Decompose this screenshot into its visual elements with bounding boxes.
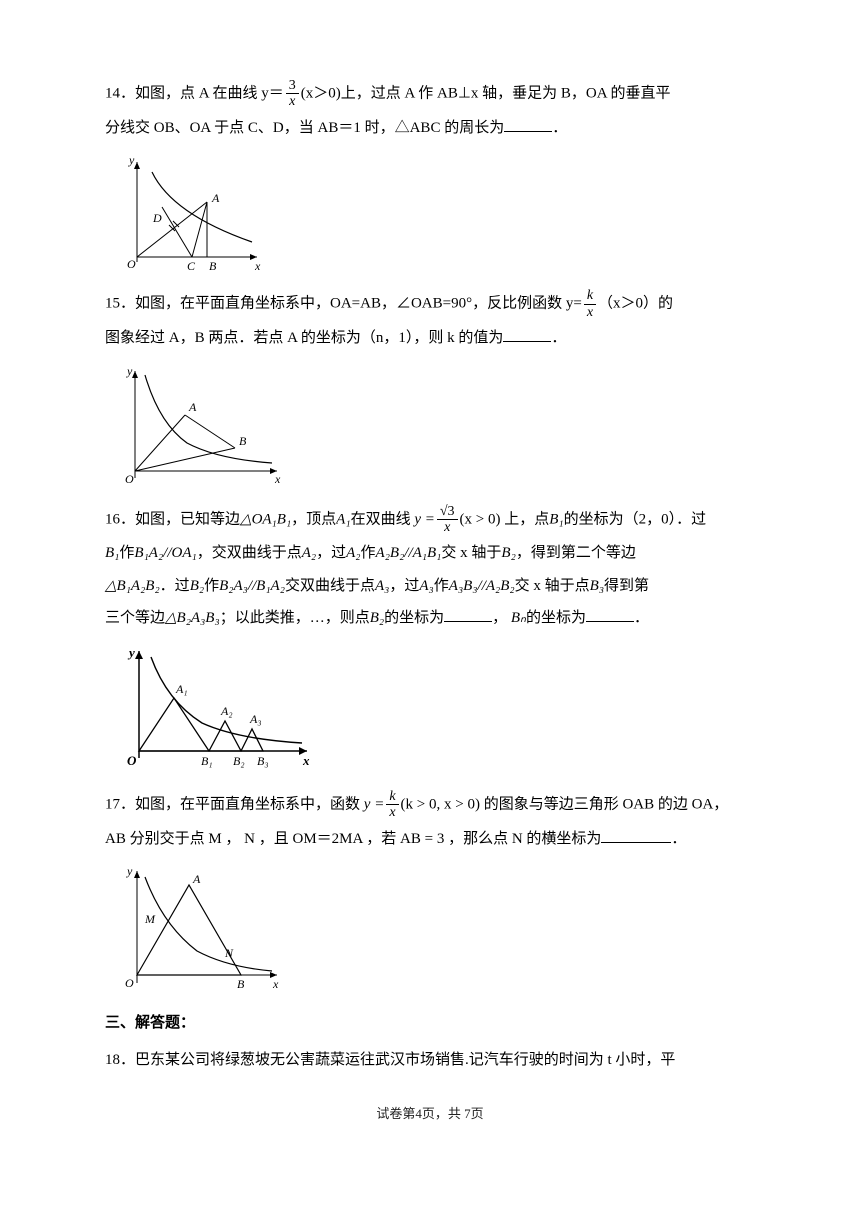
svg-text:y: y bbox=[126, 364, 133, 378]
fraction-k-over-x: kx bbox=[584, 288, 596, 320]
blank-input[interactable] bbox=[444, 607, 492, 622]
q15-num: 15． bbox=[105, 296, 135, 312]
q17-svg: y x O A B M N bbox=[117, 863, 287, 993]
svg-text:B₁: B₁ bbox=[201, 754, 213, 768]
q18-line1: 18．巴东某公司将绿葱坡无公害蔬菜运往武汉市场销售.记汽车行驶的时间为 t 小时… bbox=[105, 1046, 755, 1075]
blank-input[interactable] bbox=[504, 117, 552, 132]
q14-line2: 分线交 OB、OA 于点 C、D，当 AB＝1 时，△ABC 的周长为． bbox=[105, 114, 755, 143]
svg-text:O: O bbox=[127, 753, 137, 768]
svg-text:A: A bbox=[211, 191, 220, 205]
question-16: 16．如图，已知等边△OA₁B₁，顶点A₁在双曲线 y =√3x(x > 0) … bbox=[105, 504, 755, 773]
q17-line1: 17．如图，在平面直角坐标系中，函数 y =kx(k > 0, x > 0) 的… bbox=[105, 789, 755, 821]
blank-input[interactable] bbox=[503, 327, 551, 342]
svg-text:y: y bbox=[126, 864, 133, 878]
fraction-sqrt3-over-x: √3x bbox=[437, 504, 458, 536]
question-14: 14．如图，点 A 在曲线 y＝3x(x＞0)上，过点 A 作 AB⊥x 轴，垂… bbox=[105, 78, 755, 272]
q15-line2: 图象经过 A，B 两点．若点 A 的坐标为（n，1），则 k 的值为． bbox=[105, 324, 755, 353]
svg-text:A₁: A₁ bbox=[175, 682, 188, 696]
question-17: 17．如图，在平面直角坐标系中，函数 y =kx(k > 0, x > 0) 的… bbox=[105, 789, 755, 993]
blank-input[interactable] bbox=[601, 828, 671, 843]
blank-input[interactable] bbox=[586, 607, 634, 622]
svg-text:x: x bbox=[274, 472, 281, 486]
q15-figure: y x O A B bbox=[117, 363, 755, 488]
question-15: 15．如图，在平面直角坐标系中，OA=AB，∠OAB=90°，反比例函数 y=k… bbox=[105, 288, 755, 487]
svg-text:A₂: A₂ bbox=[220, 704, 233, 718]
svg-text:A: A bbox=[192, 872, 201, 886]
svg-text:D: D bbox=[152, 211, 162, 225]
question-18: 18．巴东某公司将绿葱坡无公害蔬菜运往武汉市场销售.记汽车行驶的时间为 t 小时… bbox=[105, 1046, 755, 1075]
fraction-3-over-x: 3x bbox=[286, 78, 299, 110]
q14-num: 14． bbox=[105, 85, 135, 101]
q18-num: 18． bbox=[105, 1052, 135, 1068]
q17-line2: AB 分别交于点 M ， N ，且 OM＝2MA ，若 AB = 3 ，那么点 … bbox=[105, 825, 755, 854]
q16-svg: y x O A₁ A₂ A₃ B₁ B₂ B₃ bbox=[117, 643, 317, 773]
svg-text:x: x bbox=[272, 977, 279, 991]
svg-text:N: N bbox=[224, 946, 234, 960]
q14-figure: y x O C B A D bbox=[117, 152, 755, 272]
svg-text:M: M bbox=[144, 912, 156, 926]
svg-text:A₃: A₃ bbox=[249, 712, 262, 726]
svg-text:x: x bbox=[302, 753, 310, 768]
svg-text:B₃: B₃ bbox=[257, 754, 269, 768]
q17-figure: y x O A B M N bbox=[117, 863, 755, 993]
svg-text:O: O bbox=[127, 257, 136, 271]
q14-line1: 14．如图，点 A 在曲线 y＝3x(x＞0)上，过点 A 作 AB⊥x 轴，垂… bbox=[105, 78, 755, 110]
svg-text:B: B bbox=[237, 977, 245, 991]
q15-svg: y x O A B bbox=[117, 363, 287, 488]
svg-text:B₂: B₂ bbox=[233, 754, 245, 768]
q14-svg: y x O C B A D bbox=[117, 152, 267, 272]
svg-text:O: O bbox=[125, 472, 134, 486]
svg-text:y: y bbox=[128, 153, 135, 167]
q16-num: 16． bbox=[105, 511, 135, 527]
q16-line3: △B₁A₂B₂．过B₂作B₂A₃//B₁A₂交双曲线于点A₃，过A₃作A₃B₃/… bbox=[105, 572, 755, 601]
svg-text:O: O bbox=[125, 976, 134, 990]
svg-text:B: B bbox=[239, 434, 247, 448]
q16-line1: 16．如图，已知等边△OA₁B₁，顶点A₁在双曲线 y =√3x(x > 0) … bbox=[105, 504, 755, 536]
page-footer: 试卷第4页，共 7页 bbox=[105, 1102, 755, 1127]
section-3-header: 三、解答题： bbox=[105, 1009, 755, 1038]
q15-line1: 15．如图，在平面直角坐标系中，OA=AB，∠OAB=90°，反比例函数 y=k… bbox=[105, 288, 755, 320]
svg-text:x: x bbox=[254, 259, 261, 272]
q16-line4: 三个等边△B₂A₃B₃；以此类推，…，则点B₂的坐标为， Bₙ的坐标为． bbox=[105, 604, 755, 633]
q16-line2: B₁作B₁A₂//OA₁，交双曲线于点A₂，过A₂作A₂B₂//A₁B₁交 x … bbox=[105, 539, 755, 568]
svg-text:A: A bbox=[188, 400, 197, 414]
q17-num: 17． bbox=[105, 796, 135, 812]
svg-text:B: B bbox=[209, 259, 217, 272]
fraction-k-over-x: kx bbox=[386, 789, 398, 821]
q16-figure: y x O A₁ A₂ A₃ B₁ B₂ B₃ bbox=[117, 643, 755, 773]
svg-text:C: C bbox=[187, 259, 196, 272]
svg-text:y: y bbox=[127, 645, 135, 660]
